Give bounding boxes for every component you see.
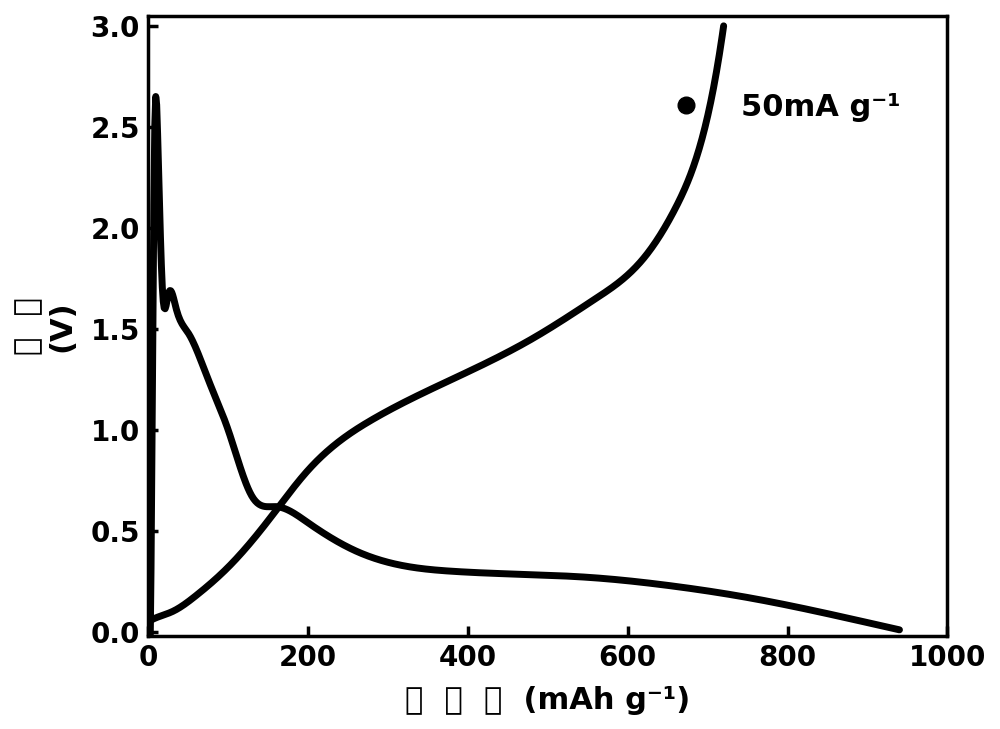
Y-axis label: 电  压
(V): 电 压 (V) bbox=[14, 297, 76, 355]
X-axis label: 比  容  量  (mAh g⁻¹): 比 容 量 (mAh g⁻¹) bbox=[405, 686, 690, 715]
Legend: 50mA g⁻¹: 50mA g⁻¹ bbox=[655, 93, 900, 122]
